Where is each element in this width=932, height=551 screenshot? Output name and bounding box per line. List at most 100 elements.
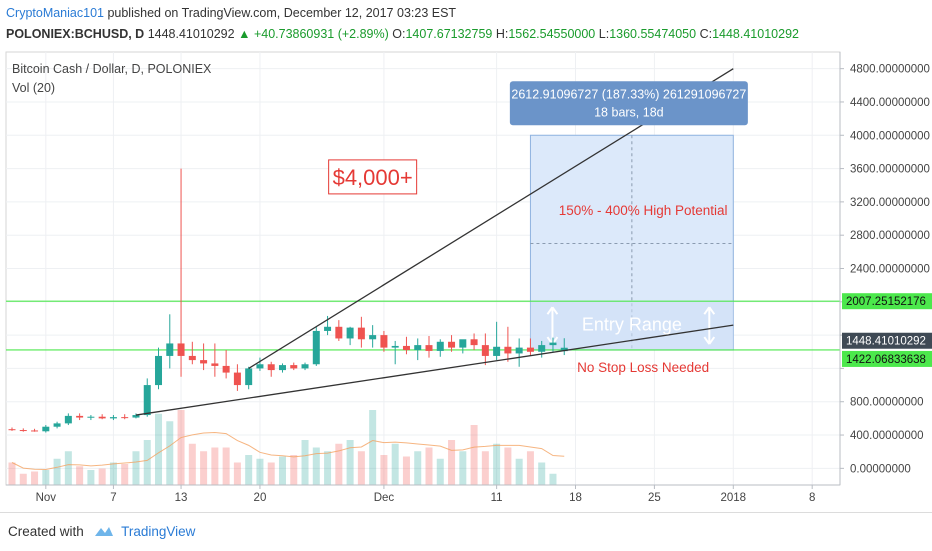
target-label: $4,000+ — [333, 165, 413, 190]
low-label: L: — [598, 27, 610, 41]
open-value: 1407.67132759 — [405, 27, 493, 41]
candle-body — [335, 326, 343, 339]
candle-body — [481, 345, 489, 356]
x-tick-label: 2018 — [721, 492, 747, 504]
tradingview-brand-link[interactable]: TradingView — [121, 524, 196, 539]
candle-body — [560, 347, 568, 352]
candle-body — [448, 341, 456, 348]
volume-bar — [414, 451, 422, 485]
volume-bar — [233, 462, 241, 485]
candle-body — [324, 326, 332, 331]
chart-title: Bitcoin Cash / Dollar, D, POLONIEX — [12, 62, 212, 76]
y-tick-label: 4400.00000000 — [850, 97, 930, 109]
volume-bar — [538, 462, 546, 485]
candle-body — [143, 385, 151, 416]
target-box — [328, 159, 418, 195]
volume-bar — [481, 451, 489, 485]
volume-bar — [335, 443, 343, 485]
volume-bar — [188, 443, 196, 485]
symbol-label: POLONIEX:BCHUSD, D — [6, 27, 145, 41]
candle-body — [121, 417, 129, 419]
y-tick-label: 0.00000000 — [850, 463, 911, 475]
candle-body — [200, 360, 208, 364]
volume-bar — [470, 425, 478, 485]
volume-bar — [53, 458, 61, 485]
volume-bar — [380, 455, 388, 485]
volume-bar — [391, 443, 399, 485]
candle-body — [8, 429, 16, 431]
x-tick-label: Nov — [36, 492, 57, 504]
candle-body — [76, 415, 84, 418]
candle-body — [31, 430, 39, 432]
y-tick-label: 800.00000000 — [850, 397, 924, 409]
volume-bar — [549, 473, 557, 485]
candle-body — [402, 345, 410, 351]
candle-body — [267, 364, 275, 371]
volume-bar — [87, 470, 95, 485]
volume-bar — [31, 471, 39, 485]
up-arrow-icon: ▲ — [238, 27, 251, 41]
candle-body — [132, 415, 140, 418]
candle-body — [391, 345, 399, 348]
candle-body — [211, 363, 219, 366]
candle-body — [504, 346, 512, 354]
y-tick-label: 3600.00000000 — [850, 164, 930, 176]
last-price-tag — [842, 332, 932, 349]
support-price-tag-text: 1422.06833638 — [846, 354, 926, 366]
candle-body — [414, 345, 422, 351]
volume-bar — [425, 447, 433, 485]
measure-tooltip — [509, 81, 748, 126]
candle-body — [436, 341, 444, 351]
volume-bar — [357, 451, 365, 485]
y-tick-label: 4800.00000000 — [850, 64, 930, 76]
footer-created: Created with TradingView — [8, 524, 195, 539]
publish-info: published on TradingView.com, December 1… — [107, 6, 457, 20]
x-tick-label: 7 — [110, 492, 116, 504]
y-tick-label: 2800.00000000 — [850, 230, 930, 242]
close-value: 1448.41010292 — [712, 27, 799, 41]
entry-range-label: Entry Range — [582, 315, 682, 335]
volume-bar — [402, 456, 410, 485]
volume-bar — [177, 410, 185, 485]
candle-body — [87, 416, 95, 418]
candle-body — [459, 339, 467, 348]
volume-bar — [312, 447, 320, 485]
support-price-tag — [842, 350, 932, 367]
y-tick-label: 3200.00000000 — [850, 197, 930, 209]
measure-tooltip-line1: 2612.91096727 (187.33%) 261291096727 — [511, 87, 746, 101]
candle-body — [346, 327, 354, 339]
x-tick-label: 8 — [809, 492, 815, 504]
price-change: +40.73860931 (+2.89%) — [253, 27, 389, 41]
candle-body — [19, 430, 27, 432]
low-value: 1360.55474050 — [609, 27, 697, 41]
author-link[interactable]: CryptoManiac101 — [6, 6, 104, 20]
volume-bar — [42, 470, 50, 485]
y-tick-label: 2400.00000000 — [850, 264, 930, 276]
volume-bar — [493, 443, 501, 485]
candle-body — [357, 327, 365, 340]
volume-bar — [200, 451, 208, 485]
volume-bar — [19, 473, 27, 485]
volume-bar — [278, 456, 286, 485]
y-tick-label: 400.00000000 — [850, 430, 924, 442]
candle-body — [301, 364, 309, 369]
volume-bar — [155, 413, 163, 485]
potential-label: 150% - 400% High Potential — [559, 203, 728, 218]
resistance-price-tag — [842, 293, 932, 310]
candle-body — [166, 343, 174, 356]
volume-bar — [245, 455, 253, 485]
volume-ma-line — [11, 431, 565, 470]
volume-bar — [448, 440, 456, 485]
price-chart[interactable]: $4,000+ 2612.91096727 (187.33%) 261291096… — [0, 0, 932, 512]
candle-body — [222, 365, 230, 373]
volume-bar — [526, 451, 534, 485]
candle-body — [380, 335, 388, 348]
x-tick-label: Dec — [374, 492, 395, 504]
volume-bar — [515, 458, 523, 485]
tradingview-logo-icon — [94, 527, 113, 536]
candle-body — [177, 343, 185, 356]
candle-body — [42, 426, 50, 432]
x-tick-label: 11 — [491, 492, 503, 504]
created-with-text: Created with — [8, 524, 84, 539]
footer-bar: Created with TradingView — [0, 512, 932, 551]
